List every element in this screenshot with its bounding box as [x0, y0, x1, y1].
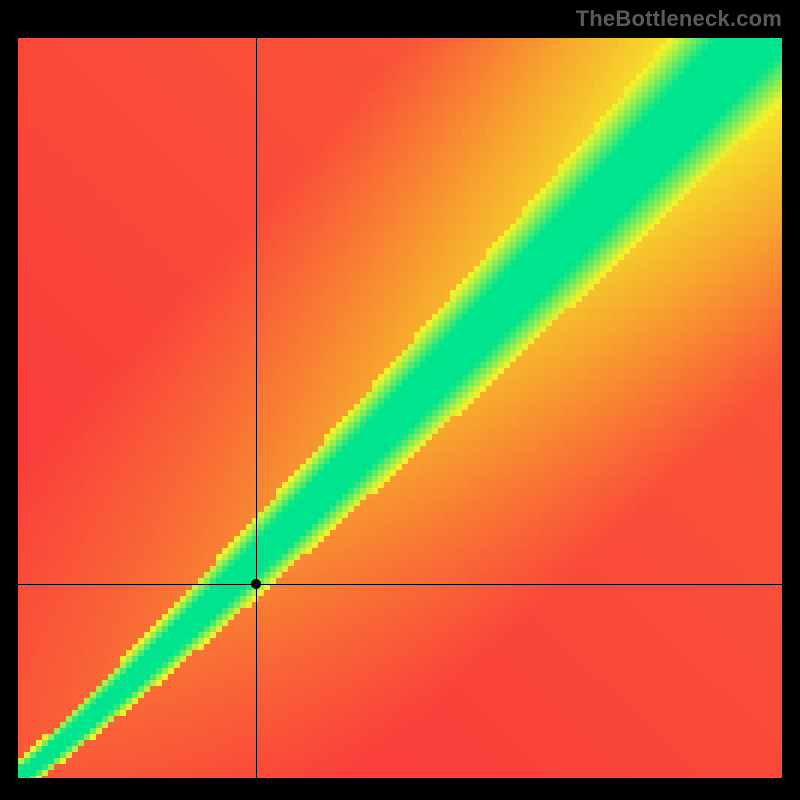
- marker-point: [251, 579, 261, 589]
- watermark-label: TheBottleneck.com: [576, 6, 782, 32]
- heatmap-plot: [18, 38, 782, 778]
- heatmap-canvas: [18, 38, 782, 778]
- crosshair-vertical: [256, 38, 257, 778]
- chart-container: { "watermark": "TheBottleneck.com", "cha…: [0, 0, 800, 800]
- crosshair-horizontal: [18, 584, 782, 585]
